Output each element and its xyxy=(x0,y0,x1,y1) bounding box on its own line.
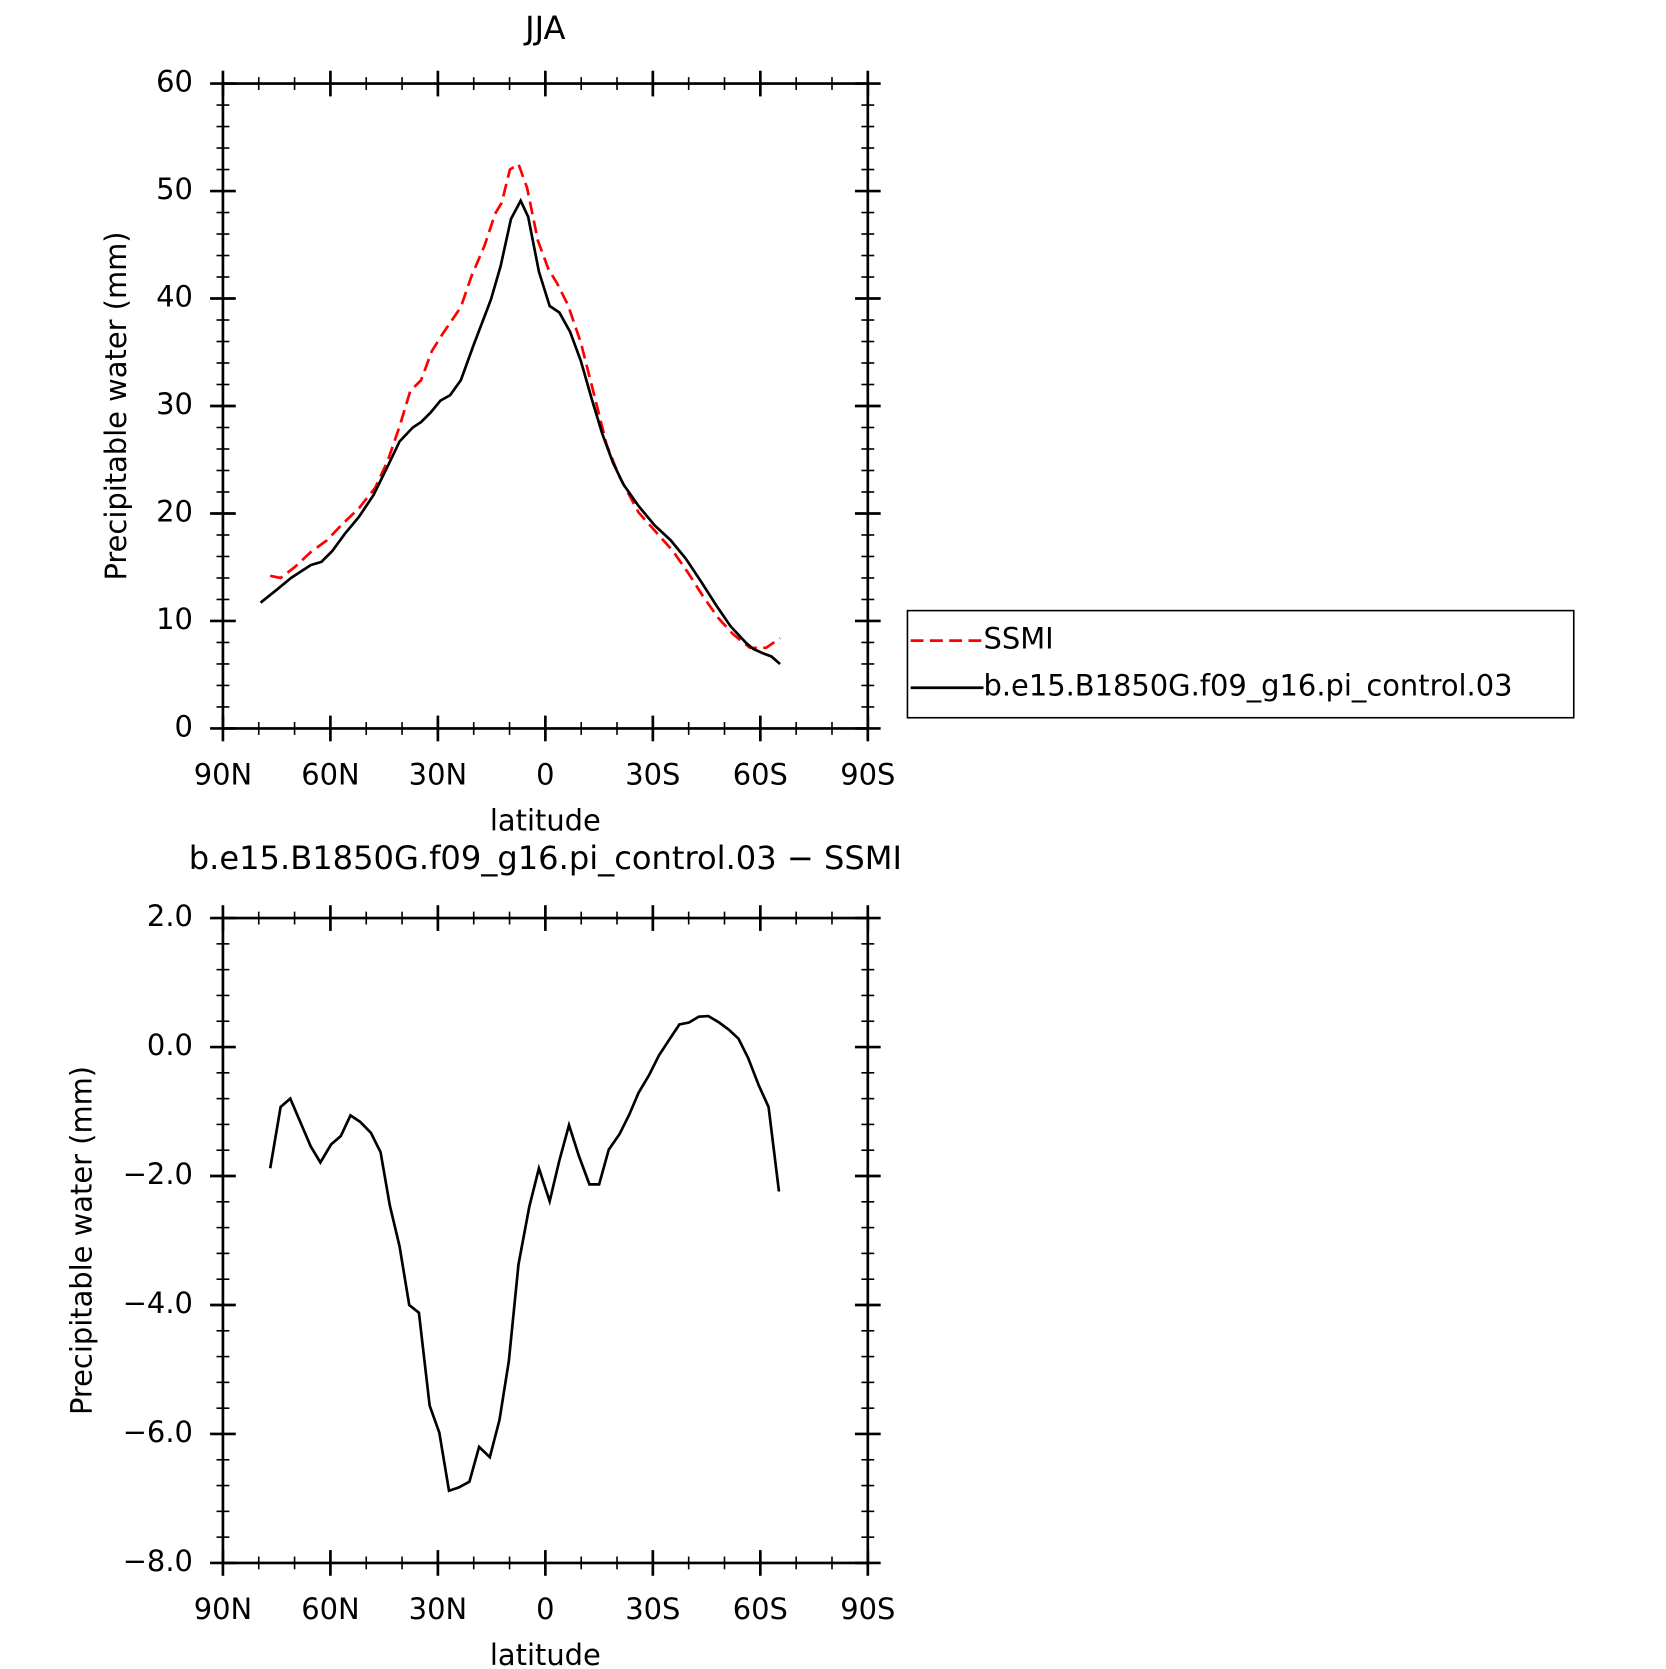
legend-label: b.e15.B1850G.f09_g16.pi_control.03 xyxy=(984,669,1513,703)
data-line xyxy=(269,162,781,650)
y-tick-label: 10 xyxy=(156,602,193,636)
y-tick-label: 30 xyxy=(156,387,193,421)
y-tick-label: 50 xyxy=(156,172,193,206)
data-line xyxy=(268,1014,781,1493)
y-tick-label: −4.0 xyxy=(123,1286,193,1320)
data-line xyxy=(259,197,781,665)
y-tick-label: −6.0 xyxy=(123,1415,193,1449)
x-tick-label: 90S xyxy=(840,1592,895,1626)
x-tick-label: 30N xyxy=(409,1592,467,1626)
plot-frame xyxy=(221,82,870,730)
x-tick-label: 90S xyxy=(840,758,895,792)
x-tick-label: 30N xyxy=(409,758,467,792)
chart-title: b.e15.B1850G.f09_g16.pi_control.03 − SSM… xyxy=(189,839,902,877)
x-tick-label: 60S xyxy=(733,758,788,792)
y-axis-label: Precipitable water (mm) xyxy=(65,1066,99,1415)
x-axis-label: latitude xyxy=(490,1638,601,1669)
y-tick-label: 60 xyxy=(156,65,193,99)
x-axis-label: latitude xyxy=(490,804,601,838)
x-tick-label: 30S xyxy=(625,758,680,792)
y-tick-label: 40 xyxy=(156,280,193,314)
x-tick-label: 90N xyxy=(194,758,252,792)
x-tick-label: 60S xyxy=(733,1592,788,1626)
y-tick-label: 0 xyxy=(175,709,193,743)
x-tick-label: 90N xyxy=(194,1592,252,1626)
x-tick-label: 60N xyxy=(301,1592,359,1626)
y-axis-label: Precipitable water (mm) xyxy=(99,231,133,580)
x-tick-label: 60N xyxy=(301,758,359,792)
y-tick-label: −8.0 xyxy=(123,1544,193,1578)
y-tick-label: −2.0 xyxy=(123,1157,193,1191)
y-tick-label: 2.0 xyxy=(147,899,193,933)
x-tick-label: 30S xyxy=(625,1592,680,1626)
chart-title: JJA xyxy=(523,9,565,47)
x-tick-label: 0 xyxy=(536,758,554,792)
legend-label: SSMI xyxy=(984,622,1054,656)
legend-box xyxy=(906,609,1575,719)
plot-frame xyxy=(221,916,870,1565)
y-tick-label: 20 xyxy=(156,494,193,528)
x-tick-label: 0 xyxy=(536,1592,554,1626)
y-tick-label: 0.0 xyxy=(147,1028,193,1062)
